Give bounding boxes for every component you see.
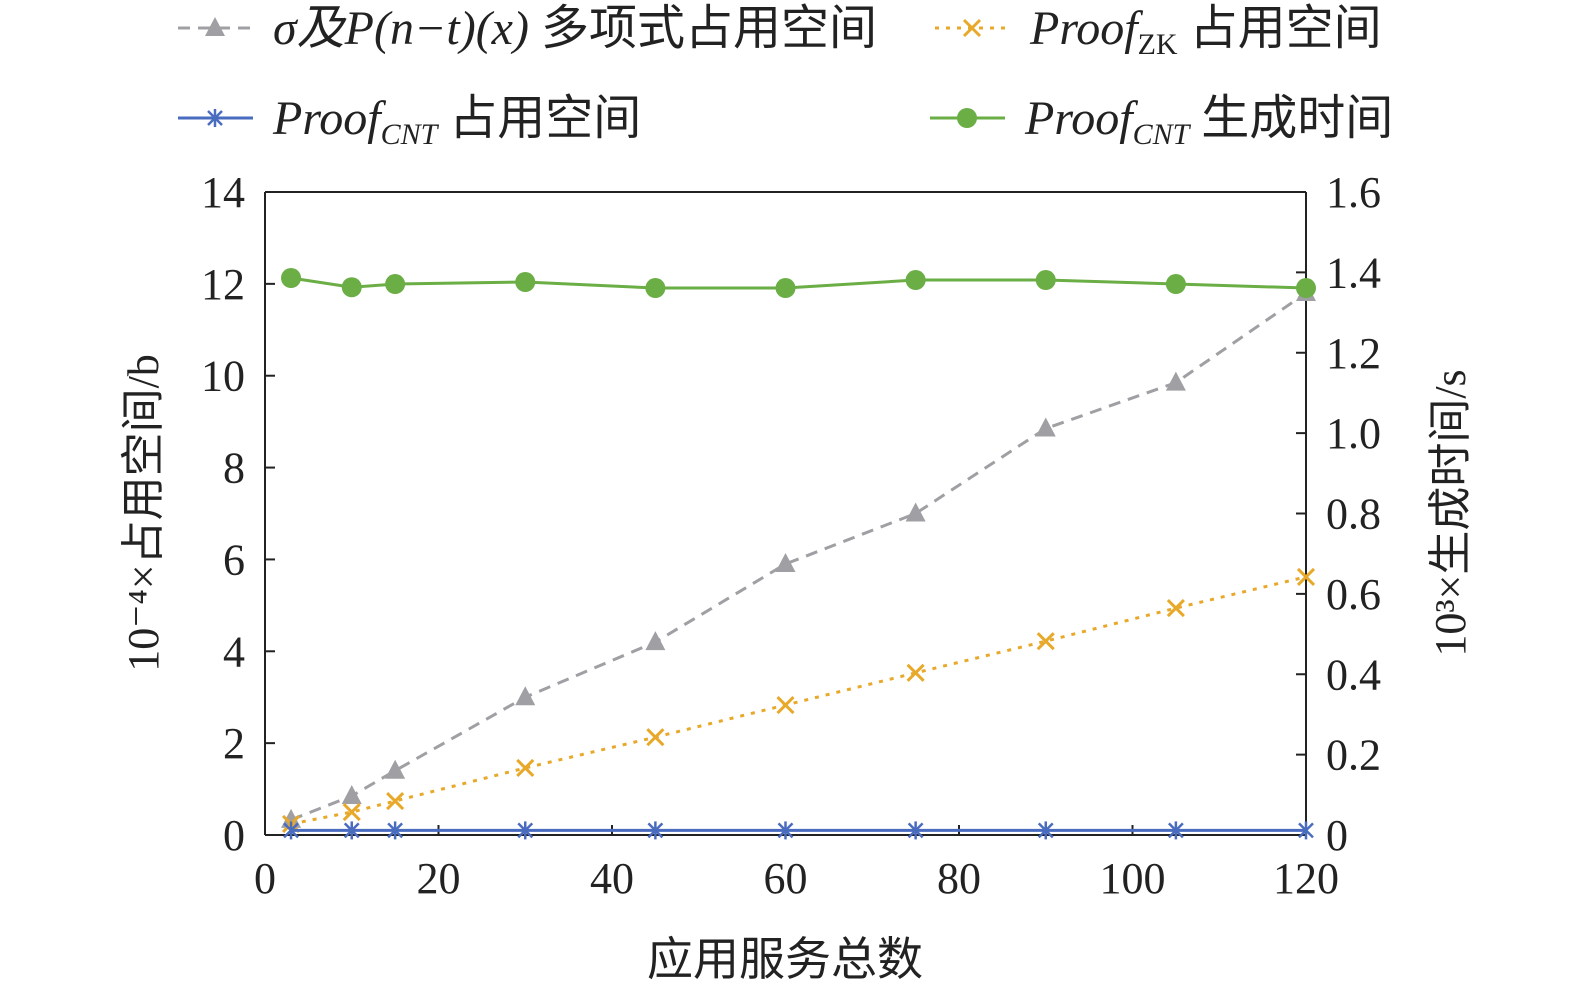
legend: σ及P(n−t)(x) 多项式占用空间 ProofZK 占用空间 ProofCNT … bbox=[178, 2, 1393, 151]
data-point bbox=[343, 821, 360, 840]
data-point bbox=[1036, 632, 1055, 651]
legend-label: ProofZK 占用空间 bbox=[1029, 2, 1382, 61]
legend-label: σ及P(n−t)(x) 多项式占用空间 bbox=[273, 2, 877, 55]
data-point bbox=[1166, 599, 1185, 618]
y-right-tick-label: 0.2 bbox=[1326, 731, 1381, 780]
data-point bbox=[517, 821, 534, 840]
y-left-tick-label: 10 bbox=[201, 352, 245, 401]
x-tick-label: 0 bbox=[254, 854, 276, 903]
data-point bbox=[1296, 567, 1316, 586]
data-point bbox=[647, 821, 664, 840]
data-point bbox=[283, 821, 299, 840]
x-tick-label: 40 bbox=[590, 854, 634, 903]
data-point bbox=[905, 270, 926, 291]
data-point bbox=[386, 791, 405, 811]
data-point bbox=[515, 686, 536, 706]
data-point bbox=[776, 695, 795, 715]
y-axis-left-label: 10⁻⁴×占用空间/b bbox=[119, 354, 168, 672]
legend-marker bbox=[957, 108, 977, 128]
plot-area bbox=[281, 268, 1316, 840]
x-tick-label: 60 bbox=[764, 854, 808, 903]
data-point bbox=[341, 784, 362, 804]
legend-item-0: σ及P(n−t)(x) 多项式占用空间 bbox=[178, 2, 877, 55]
series-3 bbox=[281, 268, 1316, 299]
data-point bbox=[1035, 417, 1056, 437]
legend-label: ProofCNT 占用空间 bbox=[272, 92, 641, 151]
x-tick-label: 80 bbox=[937, 854, 981, 903]
y-left-tick-label: 6 bbox=[223, 535, 245, 584]
data-point bbox=[1035, 270, 1056, 291]
data-point bbox=[646, 728, 665, 747]
y-right-tick-label: 0.4 bbox=[1326, 650, 1381, 699]
data-point bbox=[385, 274, 406, 295]
legend-label: ProofCNT 生成时间 bbox=[1024, 92, 1393, 151]
data-point bbox=[645, 278, 666, 299]
data-point bbox=[777, 821, 794, 840]
y-left-tick-label: 0 bbox=[223, 811, 245, 860]
data-point bbox=[281, 808, 302, 828]
data-point bbox=[1037, 821, 1054, 840]
y-right-tick-label: 0 bbox=[1326, 811, 1348, 860]
series-0 bbox=[281, 282, 1316, 828]
y-axis-right-label: 10³×生成时间/s bbox=[1426, 369, 1475, 656]
data-point bbox=[342, 802, 361, 822]
series-2 bbox=[283, 821, 1314, 840]
y-right-tick-label: 0.6 bbox=[1326, 570, 1381, 619]
y-right-tick-label: 1.6 bbox=[1326, 168, 1381, 217]
y-left-tick-label: 14 bbox=[201, 168, 245, 217]
data-point bbox=[385, 759, 406, 779]
data-point bbox=[1165, 371, 1186, 391]
y-right-tick-label: 1.2 bbox=[1326, 329, 1381, 378]
data-point bbox=[1165, 274, 1186, 295]
x-tick-label: 120 bbox=[1273, 854, 1339, 903]
y-right-tick-label: 1.4 bbox=[1326, 248, 1381, 297]
series-1 bbox=[281, 567, 1316, 834]
axes: 0 20 40 60 80 100 1200246810121400.20.40.60.81… bbox=[201, 168, 1381, 903]
x-tick-label: 20 bbox=[417, 854, 461, 903]
series-line bbox=[290, 276, 1307, 290]
y-left-tick-label: 2 bbox=[223, 719, 245, 768]
data-point bbox=[516, 758, 535, 778]
series-line bbox=[290, 291, 1307, 822]
legend-marker bbox=[207, 109, 223, 127]
data-point bbox=[645, 631, 666, 651]
data-point bbox=[281, 268, 302, 289]
x-tick-label: 100 bbox=[1100, 854, 1166, 903]
data-point bbox=[341, 277, 362, 298]
legend-marker bbox=[962, 18, 982, 38]
series-line bbox=[290, 575, 1307, 826]
y-right-tick-label: 1.0 bbox=[1326, 409, 1381, 458]
data-point bbox=[515, 272, 536, 293]
y-left-tick-label: 4 bbox=[223, 627, 245, 676]
data-point bbox=[907, 821, 924, 840]
data-point bbox=[387, 821, 404, 840]
legend-item-3: ProofCNT 生成时间 bbox=[930, 92, 1393, 151]
data-point bbox=[1296, 278, 1316, 299]
y-left-tick-label: 12 bbox=[201, 260, 245, 309]
x-axis-label: 应用服务总数 bbox=[647, 934, 923, 985]
data-point bbox=[1167, 821, 1184, 840]
legend-marker bbox=[205, 17, 225, 36]
data-point bbox=[906, 663, 925, 682]
legend-item-1: ProofZK 占用空间 bbox=[935, 2, 1382, 61]
legend-item-2: ProofCNT 占用空间 bbox=[178, 92, 641, 151]
data-point bbox=[1298, 821, 1314, 840]
data-point bbox=[775, 278, 796, 299]
y-right-tick-label: 0.8 bbox=[1326, 490, 1381, 539]
data-point bbox=[775, 553, 796, 573]
y-left-tick-label: 8 bbox=[223, 444, 245, 493]
data-point bbox=[905, 502, 926, 522]
